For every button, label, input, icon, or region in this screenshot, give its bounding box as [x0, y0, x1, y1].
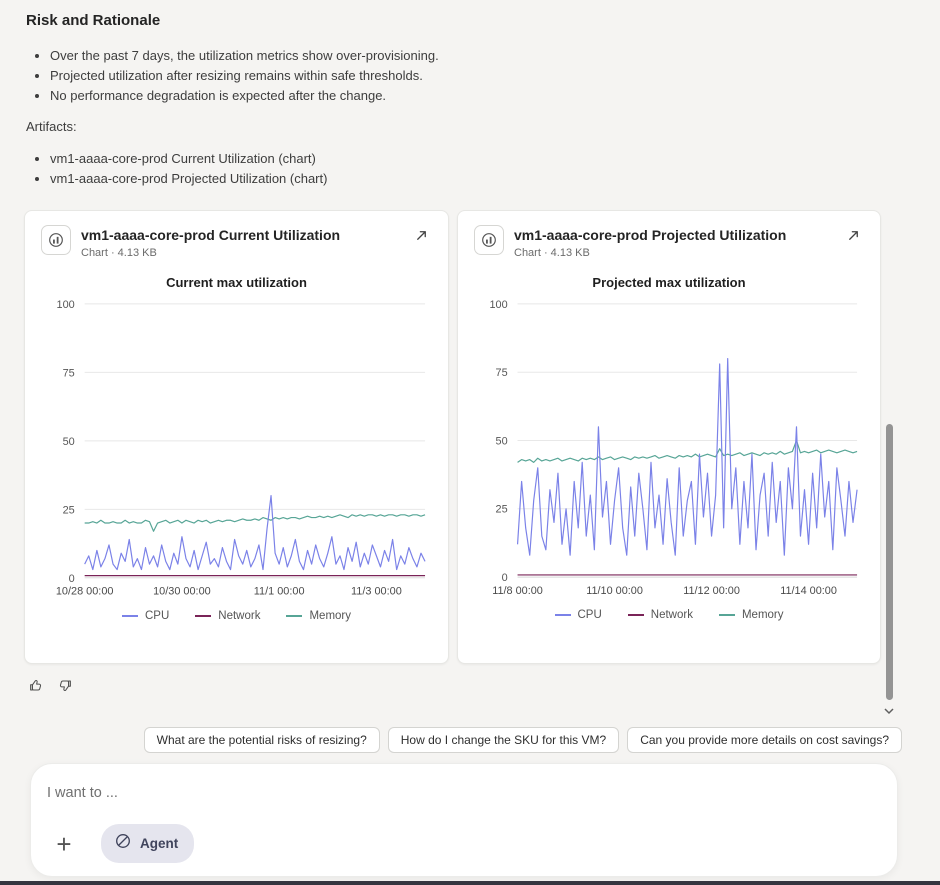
artifact-item: vm1-aaaa-core-prod Projected Utilization…	[50, 171, 327, 186]
legend-label: Memory	[741, 608, 784, 621]
legend-label: Network	[218, 609, 261, 622]
svg-text:0: 0	[69, 573, 75, 585]
risk-section-title: Risk and Rationale	[26, 12, 161, 29]
chart-legend: CPU Network Memory	[474, 609, 864, 621]
plus-icon[interactable]: +	[56, 828, 72, 859]
thumbs-down-icon[interactable]	[58, 678, 73, 698]
card-title-block: vm1-aaaa-core-prod Projected Utilization…	[514, 225, 786, 259]
agent-button-label: Agent	[140, 836, 179, 851]
legend-swatch	[718, 613, 735, 616]
legend-swatch	[195, 614, 212, 617]
legend-label: Network	[650, 608, 693, 621]
svg-text:75: 75	[496, 367, 508, 379]
expand-icon[interactable]	[411, 225, 432, 251]
legend-swatch	[286, 614, 303, 617]
legend-item-memory[interactable]: Memory	[286, 610, 351, 622]
chart-title: Current max utilization	[166, 275, 307, 290]
chart-file-icon	[474, 225, 504, 255]
svg-text:11/14 00:00: 11/14 00:00	[780, 585, 837, 597]
svg-text:25: 25	[496, 504, 508, 516]
legend-item-cpu[interactable]: CPU	[554, 608, 602, 621]
svg-text:10/30 00:00: 10/30 00:00	[153, 586, 211, 598]
legend-item-cpu[interactable]: CPU	[122, 610, 169, 622]
projected-utilization-card: vm1-aaaa-core-prod Projected Utilization…	[457, 210, 881, 664]
current-utilization-chart: 0 25 50 75 100 10/28 00:00 10/30 00:00 11/1 00:…	[56, 299, 426, 598]
card-header: vm1-aaaa-core-prod Current Utilization C…	[41, 225, 432, 259]
svg-text:11/1 00:00: 11/1 00:00	[254, 586, 305, 598]
legend-item-network[interactable]: Network	[195, 610, 260, 622]
risk-bullet-item: Projected utilization after resizing rem…	[50, 68, 439, 83]
composer-actions: + Agent	[47, 824, 195, 863]
svg-text:11/10 00:00: 11/10 00:00	[586, 585, 643, 597]
feedback-row	[28, 678, 73, 698]
agent-icon	[114, 832, 132, 855]
chart-file-icon	[41, 225, 71, 255]
svg-text:75: 75	[63, 367, 75, 379]
svg-text:0: 0	[502, 572, 508, 584]
chat-input[interactable]	[47, 785, 827, 801]
risk-bullet-list: Over the past 7 days, the utilization me…	[30, 48, 439, 108]
agent-button[interactable]: Agent	[101, 824, 195, 863]
card-title: vm1-aaaa-core-prod Projected Utilization	[514, 227, 787, 243]
artifacts-label: Artifacts:	[26, 119, 77, 134]
scroll-down-arrow-icon[interactable]	[884, 702, 894, 720]
svg-text:50: 50	[63, 436, 75, 448]
svg-text:11/12 00:00: 11/12 00:00	[683, 585, 740, 597]
legend-label: Memory	[309, 609, 351, 622]
legend-swatch	[122, 614, 138, 617]
artifact-item: vm1-aaaa-core-prod Current Utilization (…	[50, 151, 327, 166]
svg-text:10/28 00:00: 10/28 00:00	[56, 586, 114, 598]
suggestion-chip[interactable]: Can you provide more details on cost sav…	[627, 727, 902, 753]
card-title: vm1-aaaa-core-prod Current Utilization	[81, 227, 341, 243]
card-header: vm1-aaaa-core-prod Projected Utilization…	[474, 225, 864, 259]
svg-text:50: 50	[496, 435, 508, 447]
card-title-block: vm1-aaaa-core-prod Current Utilization C…	[81, 225, 340, 259]
svg-text:11/3 00:00: 11/3 00:00	[351, 586, 402, 598]
projected-utilization-chart: 0 25 50 75 100 11/8 00:00 11/10 00:00 11/12 00:…	[490, 299, 858, 597]
suggestion-chip[interactable]: How do I change the SKU for this VM?	[387, 727, 620, 753]
legend-item-network[interactable]: Network	[627, 608, 693, 621]
composer: + Agent	[30, 763, 898, 877]
legend-item-memory[interactable]: Memory	[718, 608, 784, 621]
card-meta: Chart · 4.13 KB	[514, 247, 590, 259]
artifact-list: vm1-aaaa-core-prod Current Utilization (…	[30, 151, 327, 191]
legend-label: CPU	[577, 608, 602, 621]
suggestion-chip[interactable]: What are the potential risks of resizing…	[143, 727, 380, 753]
scrollbar-thumb[interactable]	[886, 424, 893, 700]
expand-icon[interactable]	[843, 225, 864, 251]
chart-legend: CPU Network Memory	[41, 610, 432, 622]
current-utilization-card: vm1-aaaa-core-prod Current Utilization C…	[24, 210, 449, 664]
svg-text:100: 100	[57, 299, 75, 311]
risk-bullet-item: Over the past 7 days, the utilization me…	[50, 48, 439, 63]
legend-swatch	[627, 613, 644, 616]
risk-bullet-item: No performance degradation is expected a…	[50, 88, 439, 103]
card-meta: Chart · 4.13 KB	[81, 247, 157, 259]
suggestion-chips: What are the potential risks of resizing…	[143, 727, 902, 753]
window-bottom-edge	[0, 881, 940, 885]
chart-cards-row: vm1-aaaa-core-prod Current Utilization C…	[24, 210, 881, 664]
legend-label: CPU	[145, 609, 170, 622]
legend-swatch	[554, 613, 571, 616]
svg-text:100: 100	[490, 299, 508, 311]
thumbs-up-icon[interactable]	[28, 678, 43, 698]
chart-title: Projected max utilization	[592, 275, 746, 290]
svg-text:25: 25	[63, 504, 75, 516]
svg-text:11/8 00:00: 11/8 00:00	[492, 585, 543, 597]
